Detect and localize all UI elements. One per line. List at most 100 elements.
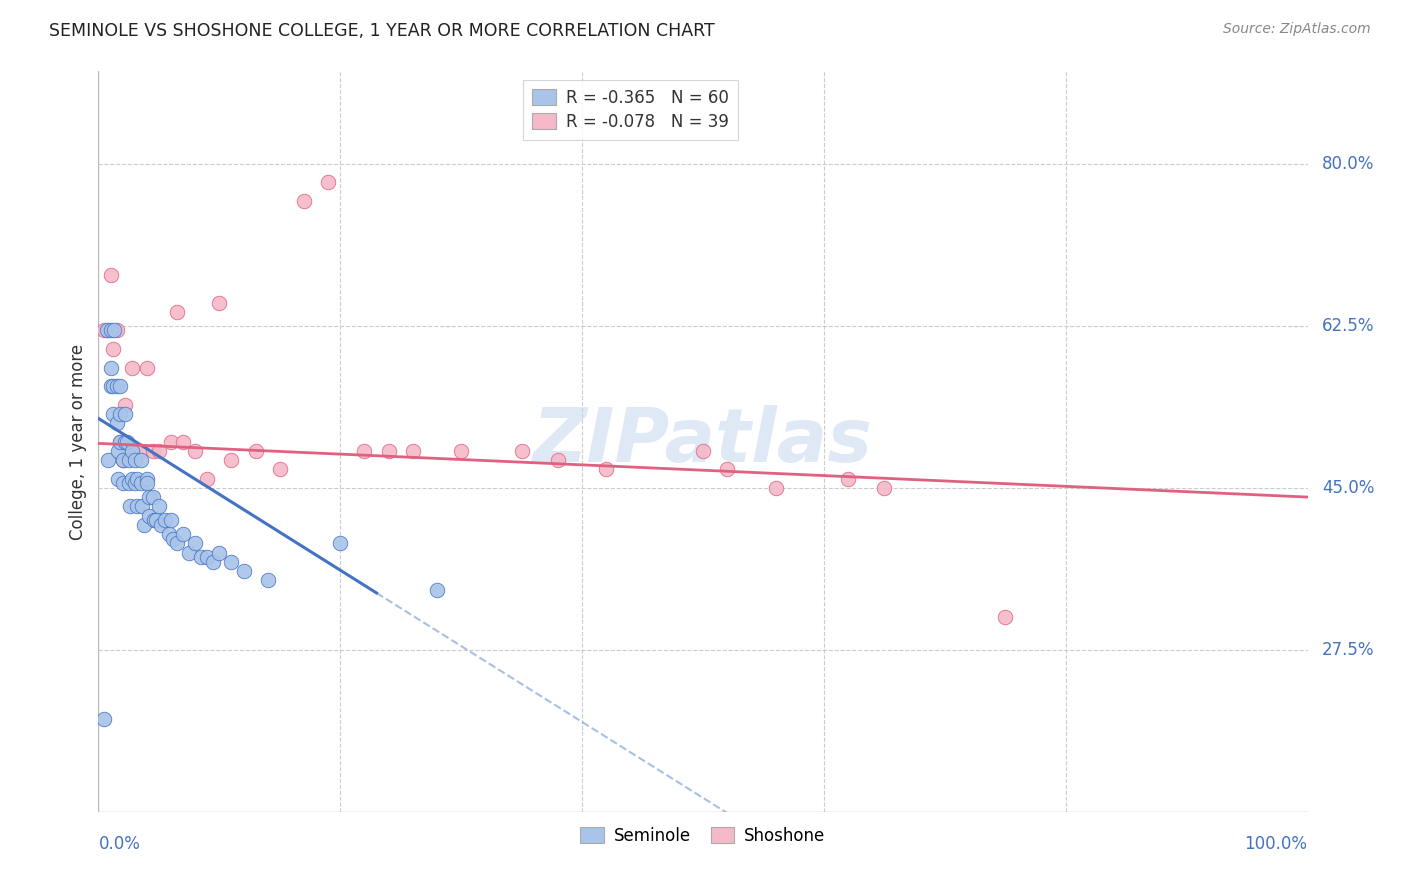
Point [595,462,617,476]
Point [195,550,218,565]
Point [97,453,120,467]
Point [269,462,291,476]
Point [402,443,425,458]
Point [256,574,278,588]
Legend: Seminole, Shoshone: Seminole, Shoshone [574,820,832,852]
Point [101,342,124,356]
Point [142,490,165,504]
Point [138,490,160,504]
Point [97,324,120,338]
Point [143,513,166,527]
Point [160,434,183,449]
Point [124,476,146,491]
Point [184,443,207,458]
Point [837,471,859,485]
Point [117,434,139,449]
Text: SEMINOLE VS SHOSHONE COLLEGE, 1 YEAR OR MORE CORRELATION CHART: SEMINOLE VS SHOSHONE COLLEGE, 1 YEAR OR … [49,22,716,40]
Point [166,305,188,319]
Point [114,407,136,421]
Text: 45.0%: 45.0% [1322,479,1375,497]
Point [111,453,134,467]
Point [221,555,243,569]
Point [153,513,176,527]
Point [190,550,212,565]
Text: 0.0%: 0.0% [98,836,141,854]
Point [765,481,787,495]
Point [208,545,231,560]
Point [135,360,157,375]
Point [93,324,115,338]
Point [195,471,218,485]
Point [111,453,134,467]
Point [994,610,1017,624]
Point [292,194,315,208]
Point [692,443,714,458]
Text: 100.0%: 100.0% [1244,836,1308,854]
Point [138,508,160,523]
Point [121,360,143,375]
Point [245,443,267,458]
Point [111,476,134,491]
Text: 62.5%: 62.5% [1322,317,1375,334]
Point [208,295,231,310]
Text: ZIPatlas: ZIPatlas [533,405,873,478]
Point [510,443,533,458]
Point [118,443,141,458]
Point [103,324,125,338]
Point [127,471,149,485]
Point [179,545,201,560]
Point [114,434,136,449]
Point [162,532,184,546]
Text: 27.5%: 27.5% [1322,640,1375,659]
Point [716,462,738,476]
Point [129,443,152,458]
Point [127,500,149,514]
Point [108,434,131,449]
Point [114,398,136,412]
Point [105,416,128,430]
Point [135,476,157,491]
Point [100,379,122,393]
Point [93,712,115,726]
Point [134,517,156,532]
Point [124,443,146,458]
Point [131,500,153,514]
Point [160,513,183,527]
Text: 80.0%: 80.0% [1322,155,1375,173]
Point [108,407,131,421]
Point [172,527,194,541]
Point [353,443,375,458]
Point [121,443,143,458]
Point [107,443,129,458]
Point [150,517,173,532]
Y-axis label: College, 1 year or more: College, 1 year or more [69,343,87,540]
Point [118,476,141,491]
Point [118,453,141,467]
Point [184,536,207,550]
Point [172,434,194,449]
Point [316,175,339,189]
Point [232,564,254,578]
Point [107,471,129,485]
Point [105,324,128,338]
Point [135,471,157,485]
Point [329,536,352,550]
Point [166,536,188,550]
Point [124,453,146,467]
Point [377,443,399,458]
Point [100,268,122,282]
Point [108,434,131,449]
Point [100,324,122,338]
Point [96,324,118,338]
Point [101,407,124,421]
Point [129,476,152,491]
Point [202,555,225,569]
Point [426,582,449,597]
Point [142,443,165,458]
Point [450,443,472,458]
Point [221,453,243,467]
Point [129,453,152,467]
Point [873,481,896,495]
Point [157,527,180,541]
Point [121,471,143,485]
